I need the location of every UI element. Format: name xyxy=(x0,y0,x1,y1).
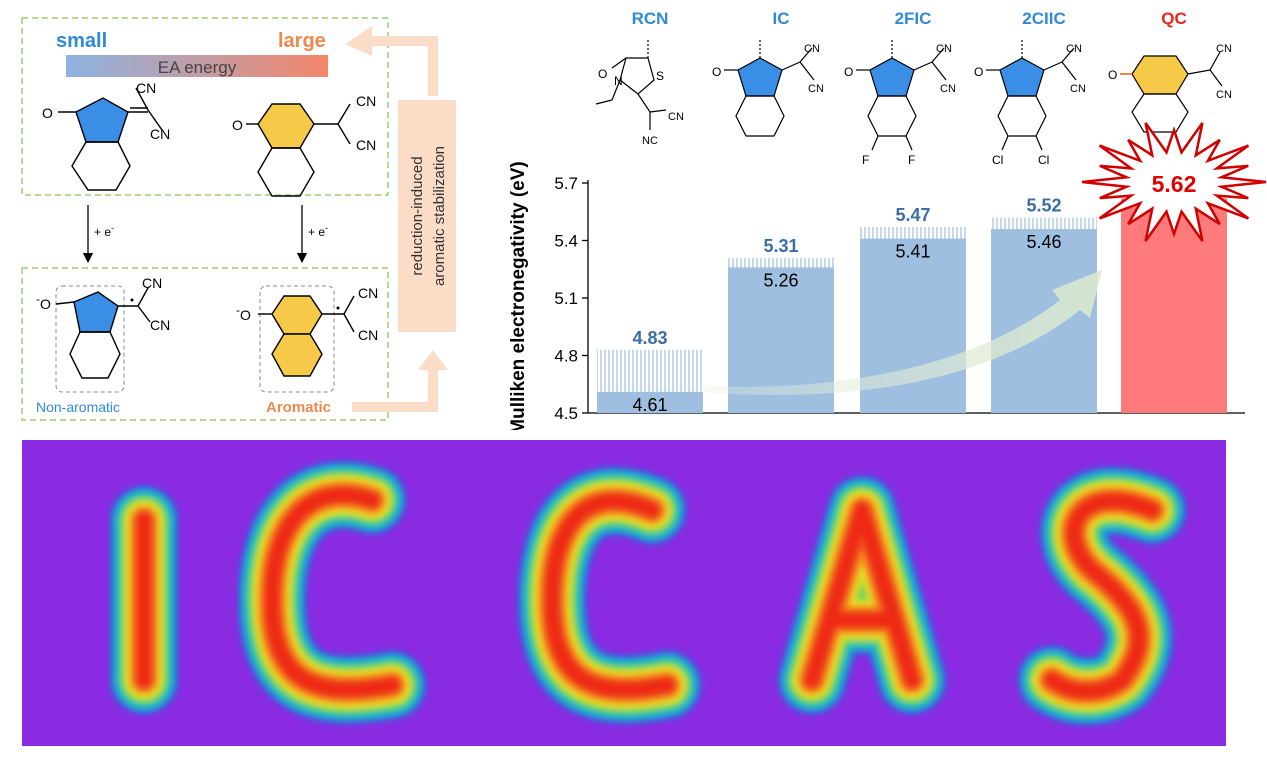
atom-substituent: Cl xyxy=(1038,153,1049,167)
heatmap-letter xyxy=(517,466,702,725)
atom-cn: CN xyxy=(1216,89,1232,101)
bar-upper-label: 4.83 xyxy=(632,328,667,348)
atom-cn: CN xyxy=(142,275,162,291)
ic-molecule-neutral xyxy=(58,87,163,191)
atom-substituent: F xyxy=(908,153,915,167)
category-label: 2FIC xyxy=(895,9,932,28)
atom-cn: CN xyxy=(358,327,378,343)
atom-cn: CN xyxy=(668,111,684,123)
bar-upper-label: 5.52 xyxy=(1026,196,1061,216)
feedback-arrow-bottom xyxy=(352,350,448,412)
atom-substituent: Cl xyxy=(992,153,1003,167)
qc-molecule-neutral xyxy=(246,103,351,197)
ea-energy-bar xyxy=(66,55,328,77)
side-label-line1: reduction-induced xyxy=(409,156,426,275)
bar-inner-label: 5.41 xyxy=(895,242,930,262)
category-label: IC xyxy=(773,9,790,28)
nonaromatic-dashed-box xyxy=(55,285,125,393)
atom-o: O xyxy=(974,65,983,79)
atom-o: O xyxy=(712,65,721,79)
atom-cn: CN xyxy=(150,317,170,333)
electronegativity-bar-chart: RCN IC 2FIC 2CIIC QC O S N CN NC O CN CN O CN CN F… xyxy=(508,9,1267,430)
atom-cn: CN xyxy=(136,80,156,96)
iccas-heatmap xyxy=(22,440,1226,746)
atom-cn: CN xyxy=(936,43,952,55)
atom-cn: CN xyxy=(356,93,376,109)
bar-value-labels: 4.83 5.31 5.47 5.52 5.62 4.61 5.26 5.41 5.46 xyxy=(632,171,1196,415)
rcn-structure xyxy=(595,40,667,130)
category-label: RCN xyxy=(632,9,669,28)
y-axis-label: Mulliken electronegativity (eV) xyxy=(508,161,529,430)
atom-cn: CN xyxy=(358,285,378,301)
atom-cn: CN xyxy=(150,126,170,142)
heatmap-letter xyxy=(777,475,947,715)
electron-label: + e- xyxy=(308,223,328,239)
bar-upper-label: 5.62 xyxy=(1152,171,1197,197)
highlight-starburst xyxy=(1081,122,1267,242)
y-ticks: 4.5 4.8 5.1 5.4 5.7 xyxy=(554,174,588,423)
atom-cn: CN xyxy=(1066,43,1082,55)
atom-o: O xyxy=(232,117,243,133)
atom-n: N xyxy=(614,74,623,88)
ic-radical-anion xyxy=(55,287,151,379)
bar-inner-label: 5.46 xyxy=(1026,232,1061,252)
acceptor-structure: O CN CN xyxy=(712,38,824,137)
acceptor-structure: O CN CN xyxy=(1108,43,1232,133)
atom-substituent: F xyxy=(862,153,869,167)
atom-o-minus: -O xyxy=(236,303,251,323)
y-tick-label: 5.7 xyxy=(554,174,578,193)
radical-dot xyxy=(130,298,134,302)
category-label: QC xyxy=(1161,9,1187,28)
y-tick-label: 5.1 xyxy=(554,289,578,308)
trend-arrow xyxy=(700,270,1102,396)
y-tick-label: 4.8 xyxy=(554,347,578,366)
bar-inner-label: 5.26 xyxy=(763,270,798,290)
atom-cn: CN xyxy=(1216,43,1232,55)
atom-o-minus: -O xyxy=(36,292,51,312)
heatmap-letters xyxy=(109,460,1187,727)
atom-o: O xyxy=(844,65,853,79)
side-label-line2: aromatic stabilization xyxy=(431,146,448,286)
atom-s: S xyxy=(656,69,664,83)
atom-nc: NC xyxy=(642,135,658,147)
atom-o: O xyxy=(1108,68,1117,82)
acceptor-structure: O CN CN Cl Cl xyxy=(974,38,1086,167)
heatmap-letter xyxy=(1017,465,1187,727)
atom-cn: CN xyxy=(940,83,956,95)
acceptor-structure: O CN CN F F xyxy=(844,38,956,167)
bar-lower xyxy=(597,391,703,413)
qc-radical-anion xyxy=(258,295,355,377)
side-label-box xyxy=(398,100,456,332)
atom-cn: CN xyxy=(808,83,824,95)
top-dashed-box xyxy=(21,17,389,196)
nonaromatic-label: Non-aromatic xyxy=(36,399,120,415)
atom-o: O xyxy=(42,105,53,121)
ea-energy-label: EA energy xyxy=(158,58,237,77)
electron-label: + e- xyxy=(94,223,114,239)
large-label: large xyxy=(278,30,326,52)
category-labels: RCN IC 2FIC 2CIIC QC xyxy=(632,9,1187,28)
feedback-arrow xyxy=(345,26,438,96)
aromatic-stabilization-scheme: small large EA energy reduction-induced … xyxy=(21,17,456,421)
y-tick-label: 4.5 xyxy=(554,404,578,423)
radical-dot xyxy=(336,306,340,310)
atom-cn: CN xyxy=(1070,83,1086,95)
aromatic-label: Aromatic xyxy=(266,399,331,416)
acceptor-structures: O CN CN O CN CN F F O CN CN Cl Cl O CN CN xyxy=(712,38,1232,167)
bar-inner-label: 4.61 xyxy=(632,395,667,415)
atom-o: O xyxy=(598,67,607,81)
bar-upper-label: 5.47 xyxy=(895,205,930,225)
y-tick-label: 5.4 xyxy=(554,232,578,251)
heatmap-letter xyxy=(237,460,427,725)
aromatic-dashed-box xyxy=(259,285,335,393)
category-label: 2CIIC xyxy=(1022,9,1065,28)
atom-cn: CN xyxy=(356,137,376,153)
bar-upper-label: 5.31 xyxy=(763,236,798,256)
small-label: small xyxy=(56,30,107,52)
bottom-dashed-box xyxy=(21,267,389,421)
atom-cn: CN xyxy=(804,43,820,55)
